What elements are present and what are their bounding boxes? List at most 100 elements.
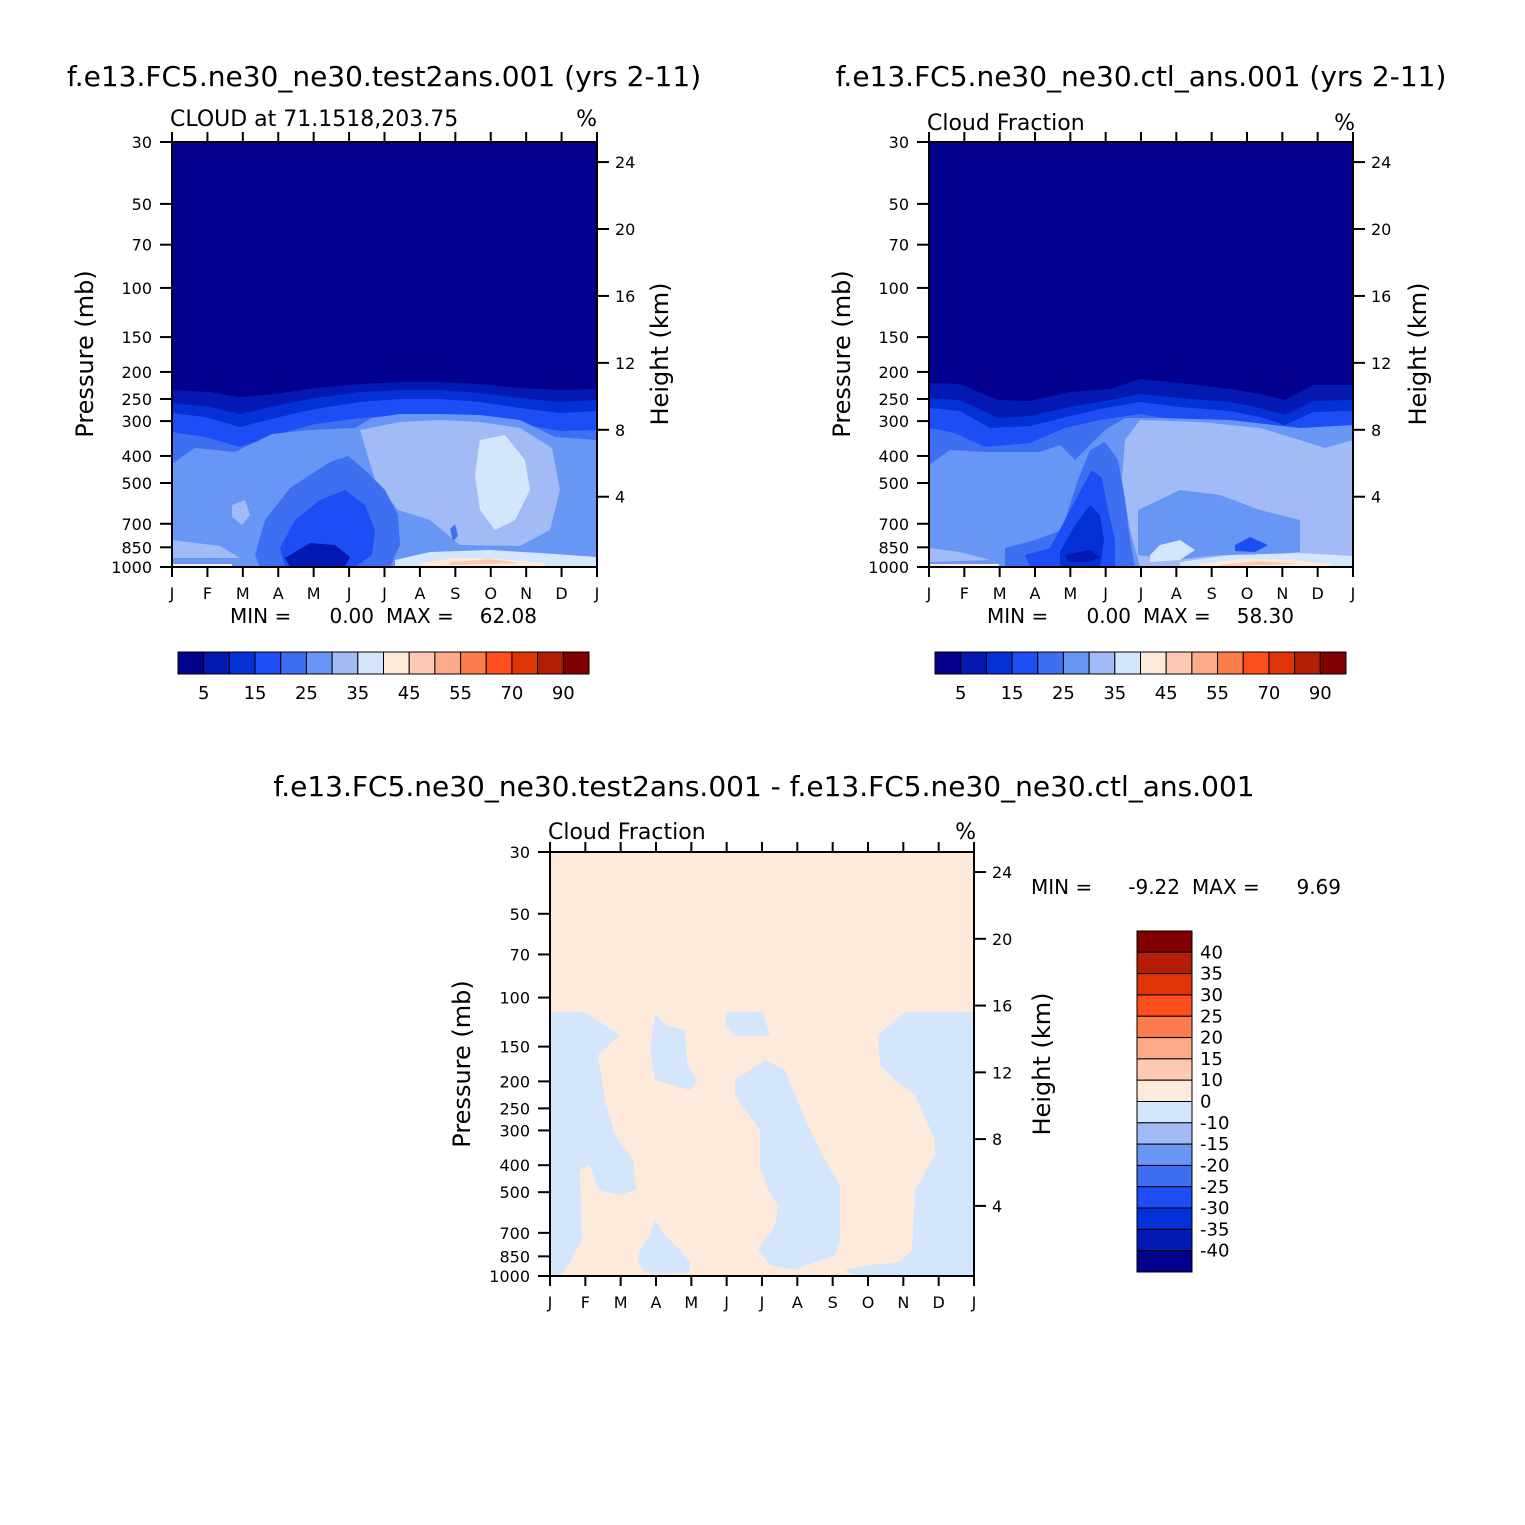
x-tick-label: J xyxy=(926,584,932,603)
colorbar-swatch xyxy=(1136,1101,1193,1124)
height-tick-label: 4 xyxy=(615,488,625,507)
colorbar-swatch xyxy=(1294,651,1321,675)
colorbar-swatch xyxy=(934,651,962,675)
colorbar-ctl: 5 15 25 35 45 55 70 90 xyxy=(934,651,1347,704)
title-diff: f.e13.FC5.ne30_ne30.test2ans.001 - f.e13… xyxy=(273,770,1254,803)
x-tick-label: J xyxy=(381,584,387,603)
colorbar-swatch xyxy=(434,651,462,675)
pressure-tick-label: 30 xyxy=(889,133,909,152)
colorbar-label: 35 xyxy=(1103,683,1126,704)
x-tick-label: J xyxy=(1102,584,1108,603)
height-tick-label: 24 xyxy=(1371,153,1391,172)
axes-diff: J F M A M J J A S O N D J 30 50 70 100 150 200 250 300 400 500… xyxy=(489,842,1012,1312)
x-tick-label: A xyxy=(1171,584,1182,603)
pressure-tick-label: 70 xyxy=(132,236,152,255)
x-tick-label: S xyxy=(828,1293,838,1312)
colorbar-swatch xyxy=(1136,1143,1193,1166)
pressure-tick-label: 70 xyxy=(510,945,530,964)
colorbar-label: -35 xyxy=(1200,1219,1229,1240)
x-tick-label: A xyxy=(273,584,284,603)
colorbar-label: 25 xyxy=(1200,1006,1223,1027)
colorbar-swatch xyxy=(1136,1079,1193,1102)
colorbar-swatch xyxy=(1242,651,1270,675)
colorbar-swatch xyxy=(1037,651,1064,675)
x-tick-label: A xyxy=(414,584,425,603)
panel-diff: f.e13.FC5.ne30_ne30.test2ans.001 - f.e13… xyxy=(273,770,1341,1312)
x-tick-label: J xyxy=(759,1293,765,1312)
colorbar-swatch xyxy=(1136,1186,1193,1209)
colorbar-test: 5 15 25 35 45 55 70 90 xyxy=(177,651,590,704)
colorbar-label: -25 xyxy=(1200,1177,1229,1198)
colorbar-label: 25 xyxy=(295,683,318,704)
pressure-tick-label: 400 xyxy=(878,447,909,466)
colorbar-swatch xyxy=(1136,1207,1193,1230)
pressure-tick-label: 100 xyxy=(499,989,530,1008)
ylabel-test: Pressure (mb) xyxy=(71,270,99,437)
colorbar-label: 55 xyxy=(449,683,472,704)
colorbar-swatch xyxy=(985,651,1013,675)
x-tick-label: D xyxy=(933,1293,945,1312)
pressure-tick-label: 200 xyxy=(499,1072,530,1091)
colorbar-label: 70 xyxy=(500,683,523,704)
y2label-ctl: Height (km) xyxy=(1404,283,1432,426)
y2label-test: Height (km) xyxy=(646,283,674,426)
max-label-ctl: MAX = xyxy=(1143,604,1211,628)
pressure-tick-label: 500 xyxy=(121,474,152,493)
pressure-tick-label: 200 xyxy=(878,363,909,382)
pressure-tick-label: 400 xyxy=(499,1156,530,1175)
height-tick-label: 20 xyxy=(615,220,635,239)
height-tick-label: 24 xyxy=(615,153,635,172)
height-tick-label: 12 xyxy=(615,354,635,373)
pressure-tick-label: 400 xyxy=(121,447,152,466)
pressure-tick-label: 300 xyxy=(121,412,152,431)
height-tick-label: 24 xyxy=(992,863,1012,882)
colorbar-label: 90 xyxy=(552,683,575,704)
colorbar-label: 15 xyxy=(244,683,267,704)
subtitle-diff: Cloud Fraction xyxy=(548,820,706,845)
colorbar-label: 55 xyxy=(1206,683,1229,704)
height-tick-label: 20 xyxy=(992,930,1012,949)
x-tick-label: D xyxy=(555,584,567,603)
pressure-tick-label: 300 xyxy=(499,1121,530,1140)
units-diff: % xyxy=(955,820,976,845)
pressure-tick-label: 300 xyxy=(878,412,909,431)
colorbar-swatch xyxy=(228,651,256,675)
colorbar-label: 15 xyxy=(1200,1049,1223,1070)
colorbar-swatch xyxy=(408,651,436,675)
min-label-test: MIN = xyxy=(230,604,291,628)
x-tick-label: M xyxy=(993,584,1007,603)
subtitle-test: CLOUD at 71.1518,203.75 xyxy=(170,107,458,132)
pressure-tick-label: 200 xyxy=(121,363,152,382)
colorbar-swatch xyxy=(960,651,987,675)
colorbar-swatch xyxy=(1136,973,1193,996)
pressure-tick-label: 50 xyxy=(510,905,530,924)
x-tick-label: F xyxy=(581,1293,590,1312)
colorbar-label: -40 xyxy=(1200,1241,1229,1262)
x-tick-label: N xyxy=(897,1293,909,1312)
colorbar-swatch xyxy=(1136,1058,1193,1081)
height-tick-label: 8 xyxy=(1371,421,1381,440)
units-ctl: % xyxy=(1334,111,1355,136)
contour-field-test xyxy=(172,142,597,567)
colorbar-label: 5 xyxy=(955,683,966,704)
min-value-test: 0.00 xyxy=(329,604,374,628)
x-tick-label: M xyxy=(236,584,250,603)
colorbar-swatch xyxy=(305,651,333,675)
min-value-ctl: 0.00 xyxy=(1086,604,1131,628)
colorbar-swatch xyxy=(1268,651,1296,675)
colorbar-label: 15 xyxy=(1001,683,1024,704)
height-tick-label: 8 xyxy=(615,421,625,440)
pressure-tick-label: 700 xyxy=(878,515,909,534)
x-tick-label: S xyxy=(1207,584,1217,603)
pressure-tick-label: 150 xyxy=(878,328,909,347)
colorbar-swatch xyxy=(1136,1015,1193,1039)
pressure-tick-label: 30 xyxy=(132,133,152,152)
colorbar-swatch xyxy=(1319,651,1347,675)
max-label-test: MAX = xyxy=(386,604,454,628)
panel-ctl: f.e13.FC5.ne30_ne30.ctl_ans.001 (yrs 2-1… xyxy=(828,60,1446,704)
pressure-tick-label: 70 xyxy=(889,236,909,255)
x-tick-label: M xyxy=(1063,584,1077,603)
pressure-tick-label: 100 xyxy=(878,279,909,298)
x-tick-label: J xyxy=(346,584,352,603)
x-tick-label: N xyxy=(1276,584,1288,603)
